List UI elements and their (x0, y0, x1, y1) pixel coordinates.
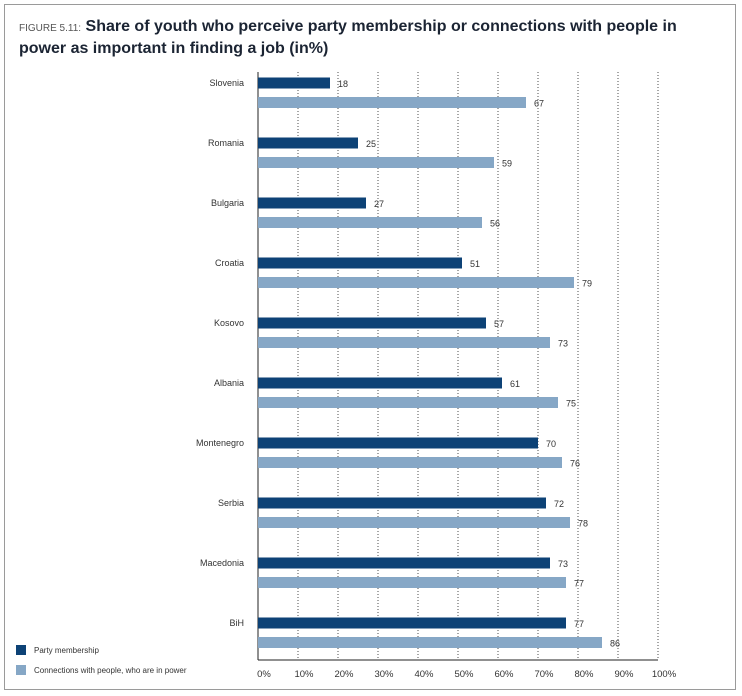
data-label: 75 (566, 399, 576, 409)
legend-label-party: Party membership (34, 645, 99, 655)
bar-party-membership (258, 137, 358, 149)
bar-party-membership (258, 617, 566, 629)
category-label: BiH (229, 618, 244, 628)
bar-connections (258, 577, 566, 588)
legend-item-party: Party membership (16, 644, 187, 656)
data-label: 56 (490, 219, 500, 229)
bar-connections (258, 277, 574, 288)
bar-party-membership (258, 437, 538, 449)
data-label: 76 (570, 459, 580, 469)
x-tick-label: 60% (494, 669, 514, 680)
data-label: 77 (574, 579, 584, 589)
x-tick-label: 0% (257, 669, 271, 680)
category-label: Croatia (215, 258, 244, 268)
data-label: 78 (578, 519, 588, 529)
bar-connections (258, 337, 550, 348)
bar-connections (258, 397, 558, 408)
data-label: 79 (582, 279, 592, 289)
data-label: 59 (502, 159, 512, 169)
bar-party-membership (258, 497, 546, 509)
data-label: 25 (366, 139, 376, 149)
x-tick-label: 90% (614, 669, 634, 680)
bar-connections (258, 97, 526, 108)
x-tick-label: 70% (534, 669, 554, 680)
category-label: Montenegro (196, 438, 244, 448)
data-label: 86 (610, 639, 620, 649)
x-tick-label: 20% (334, 669, 354, 680)
x-tick-label: 80% (574, 669, 594, 680)
data-label: 61 (510, 379, 520, 389)
data-label: 67 (534, 99, 544, 109)
bar-party-membership (258, 557, 550, 569)
data-label: 73 (558, 339, 568, 349)
bar-connections (258, 157, 494, 168)
category-label: Macedonia (200, 558, 244, 568)
category-label: Romania (208, 138, 244, 148)
x-tick-label: 40% (414, 669, 434, 680)
bar-connections (258, 217, 482, 228)
figure-label: FIGURE 5.11: (19, 23, 82, 34)
bar-party-membership (258, 257, 462, 269)
figure-title: Share of youth who perceive party member… (19, 18, 677, 57)
data-label: 70 (546, 439, 556, 449)
legend-swatch-connections (16, 665, 26, 675)
category-label: Bulgaria (211, 198, 244, 208)
bar-party-membership (258, 197, 366, 209)
data-label: 72 (554, 499, 564, 509)
x-tick-label: 30% (374, 669, 394, 680)
data-label: 27 (374, 199, 384, 209)
bar-connections (258, 637, 602, 648)
data-label: 51 (470, 259, 480, 269)
chart-legend: Party membership Connections with people… (16, 644, 187, 684)
x-tick-label: 100% (652, 669, 677, 680)
bar-party-membership (258, 317, 486, 329)
category-label: Slovenia (209, 78, 244, 88)
data-label: 57 (494, 319, 504, 329)
legend-label-connections: Connections with people, who are in powe… (34, 665, 187, 675)
data-label: 77 (574, 619, 584, 629)
legend-swatch-party (16, 645, 26, 655)
x-tick-label: 10% (294, 669, 314, 680)
data-label: 73 (558, 559, 568, 569)
category-label: Albania (214, 378, 244, 388)
category-label: Kosovo (214, 318, 244, 328)
bar-party-membership (258, 77, 330, 89)
bar-party-membership (258, 377, 502, 389)
legend-item-connections: Connections with people, who are in powe… (16, 664, 187, 676)
bar-connections (258, 457, 562, 468)
data-label: 18 (338, 79, 348, 89)
category-label: Serbia (218, 498, 244, 508)
figure-heading: FIGURE 5.11: Share of youth who perceive… (19, 17, 719, 59)
bar-connections (258, 517, 570, 528)
x-tick-label: 50% (454, 669, 474, 680)
